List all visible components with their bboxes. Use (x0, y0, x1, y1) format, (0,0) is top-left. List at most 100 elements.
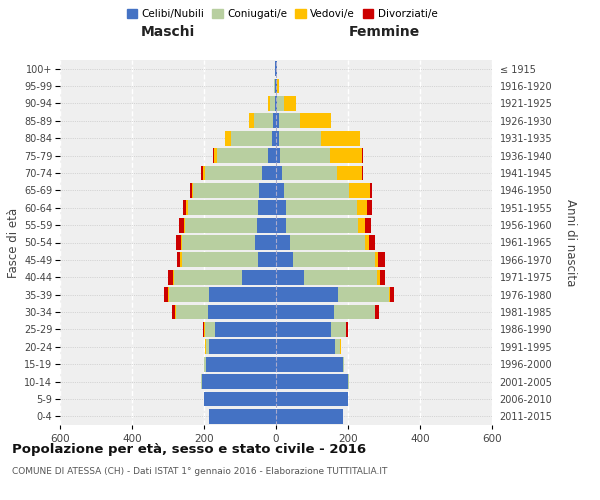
Bar (276, 148, 280, 163)
Bar (276, 96, 277, 111)
Bar (286, 218, 358, 232)
Bar (215, 322, 276, 337)
Bar (275, 96, 276, 111)
Bar (376, 252, 378, 268)
Bar (277, 96, 284, 111)
Bar (176, 304, 208, 320)
Bar (250, 114, 254, 128)
Bar (377, 270, 380, 284)
Bar (214, 148, 217, 163)
Bar (376, 304, 379, 320)
Bar (276, 166, 283, 180)
Bar (330, 148, 362, 163)
Bar (374, 304, 376, 320)
Bar (349, 183, 370, 198)
Bar (279, 114, 300, 128)
Bar (300, 114, 331, 128)
Bar (276, 304, 334, 320)
Bar (205, 166, 262, 180)
Bar (202, 374, 276, 389)
Bar (180, 252, 182, 268)
Legend: Celibi/Nubili, Coniugati/e, Vedovi/e, Divorziati/e: Celibi/Nubili, Coniugati/e, Vedovi/e, Di… (122, 5, 442, 24)
Bar (331, 322, 346, 337)
Bar (380, 270, 385, 284)
Bar (283, 166, 337, 180)
Bar (389, 288, 391, 302)
Bar (208, 304, 276, 320)
Bar (205, 357, 206, 372)
Text: Maschi: Maschi (141, 25, 195, 39)
Bar (174, 270, 242, 284)
Bar (304, 270, 377, 284)
Bar (182, 235, 255, 250)
Bar (276, 270, 304, 284)
Bar (276, 78, 277, 94)
Bar (254, 114, 273, 128)
Bar (272, 131, 276, 146)
Bar (274, 78, 275, 94)
Bar (268, 148, 276, 163)
Bar (179, 218, 184, 232)
Text: COMUNE DI ATESSA (CH) - Dati ISTAT 1° gennaio 2016 - Elaborazione TUTTITALIA.IT: COMUNE DI ATESSA (CH) - Dati ISTAT 1° ge… (12, 468, 388, 476)
Bar (337, 166, 362, 180)
Bar (209, 288, 276, 302)
Bar (284, 96, 296, 111)
Bar (205, 322, 215, 337)
Bar (175, 304, 176, 320)
Bar (290, 235, 365, 250)
Bar (276, 392, 348, 406)
Text: Popolazione per età, sesso e stato civile - 2016: Popolazione per età, sesso e stato civil… (12, 442, 366, 456)
Bar (258, 252, 276, 268)
Y-axis label: Fasce di età: Fasce di età (7, 208, 20, 278)
Bar (269, 96, 275, 111)
Bar (279, 131, 322, 146)
Bar (268, 96, 269, 111)
Bar (293, 252, 376, 268)
Bar (173, 270, 174, 284)
Bar (276, 322, 331, 337)
Bar (167, 270, 173, 284)
Bar (203, 322, 205, 337)
Bar (206, 340, 209, 354)
Bar (276, 374, 348, 389)
Bar (286, 200, 358, 215)
Bar (187, 200, 188, 215)
Bar (181, 235, 182, 250)
Bar (391, 288, 394, 302)
Bar (258, 200, 276, 215)
Bar (276, 340, 335, 354)
Bar (334, 304, 374, 320)
Bar (280, 148, 330, 163)
Bar (335, 340, 340, 354)
Bar (367, 200, 373, 215)
Bar (257, 218, 276, 232)
Bar (273, 114, 276, 128)
Bar (338, 288, 389, 302)
Bar (369, 235, 376, 250)
Bar (276, 183, 284, 198)
Bar (193, 183, 259, 198)
Bar (365, 235, 369, 250)
Bar (348, 374, 349, 389)
Bar (232, 131, 272, 146)
Bar (276, 62, 277, 76)
Bar (343, 357, 344, 372)
Bar (183, 200, 187, 215)
Bar (225, 131, 232, 146)
Bar (182, 252, 258, 268)
Bar (276, 409, 343, 424)
Bar (276, 200, 286, 215)
Bar (242, 270, 276, 284)
Bar (262, 166, 276, 180)
Bar (275, 78, 276, 94)
Bar (276, 131, 279, 146)
Bar (192, 183, 193, 198)
Bar (365, 218, 371, 232)
Bar (217, 148, 268, 163)
Bar (185, 218, 257, 232)
Text: Femmine: Femmine (349, 25, 419, 39)
Bar (212, 148, 214, 163)
Y-axis label: Anni di nascita: Anni di nascita (563, 199, 577, 286)
Bar (370, 183, 372, 198)
Bar (362, 148, 363, 163)
